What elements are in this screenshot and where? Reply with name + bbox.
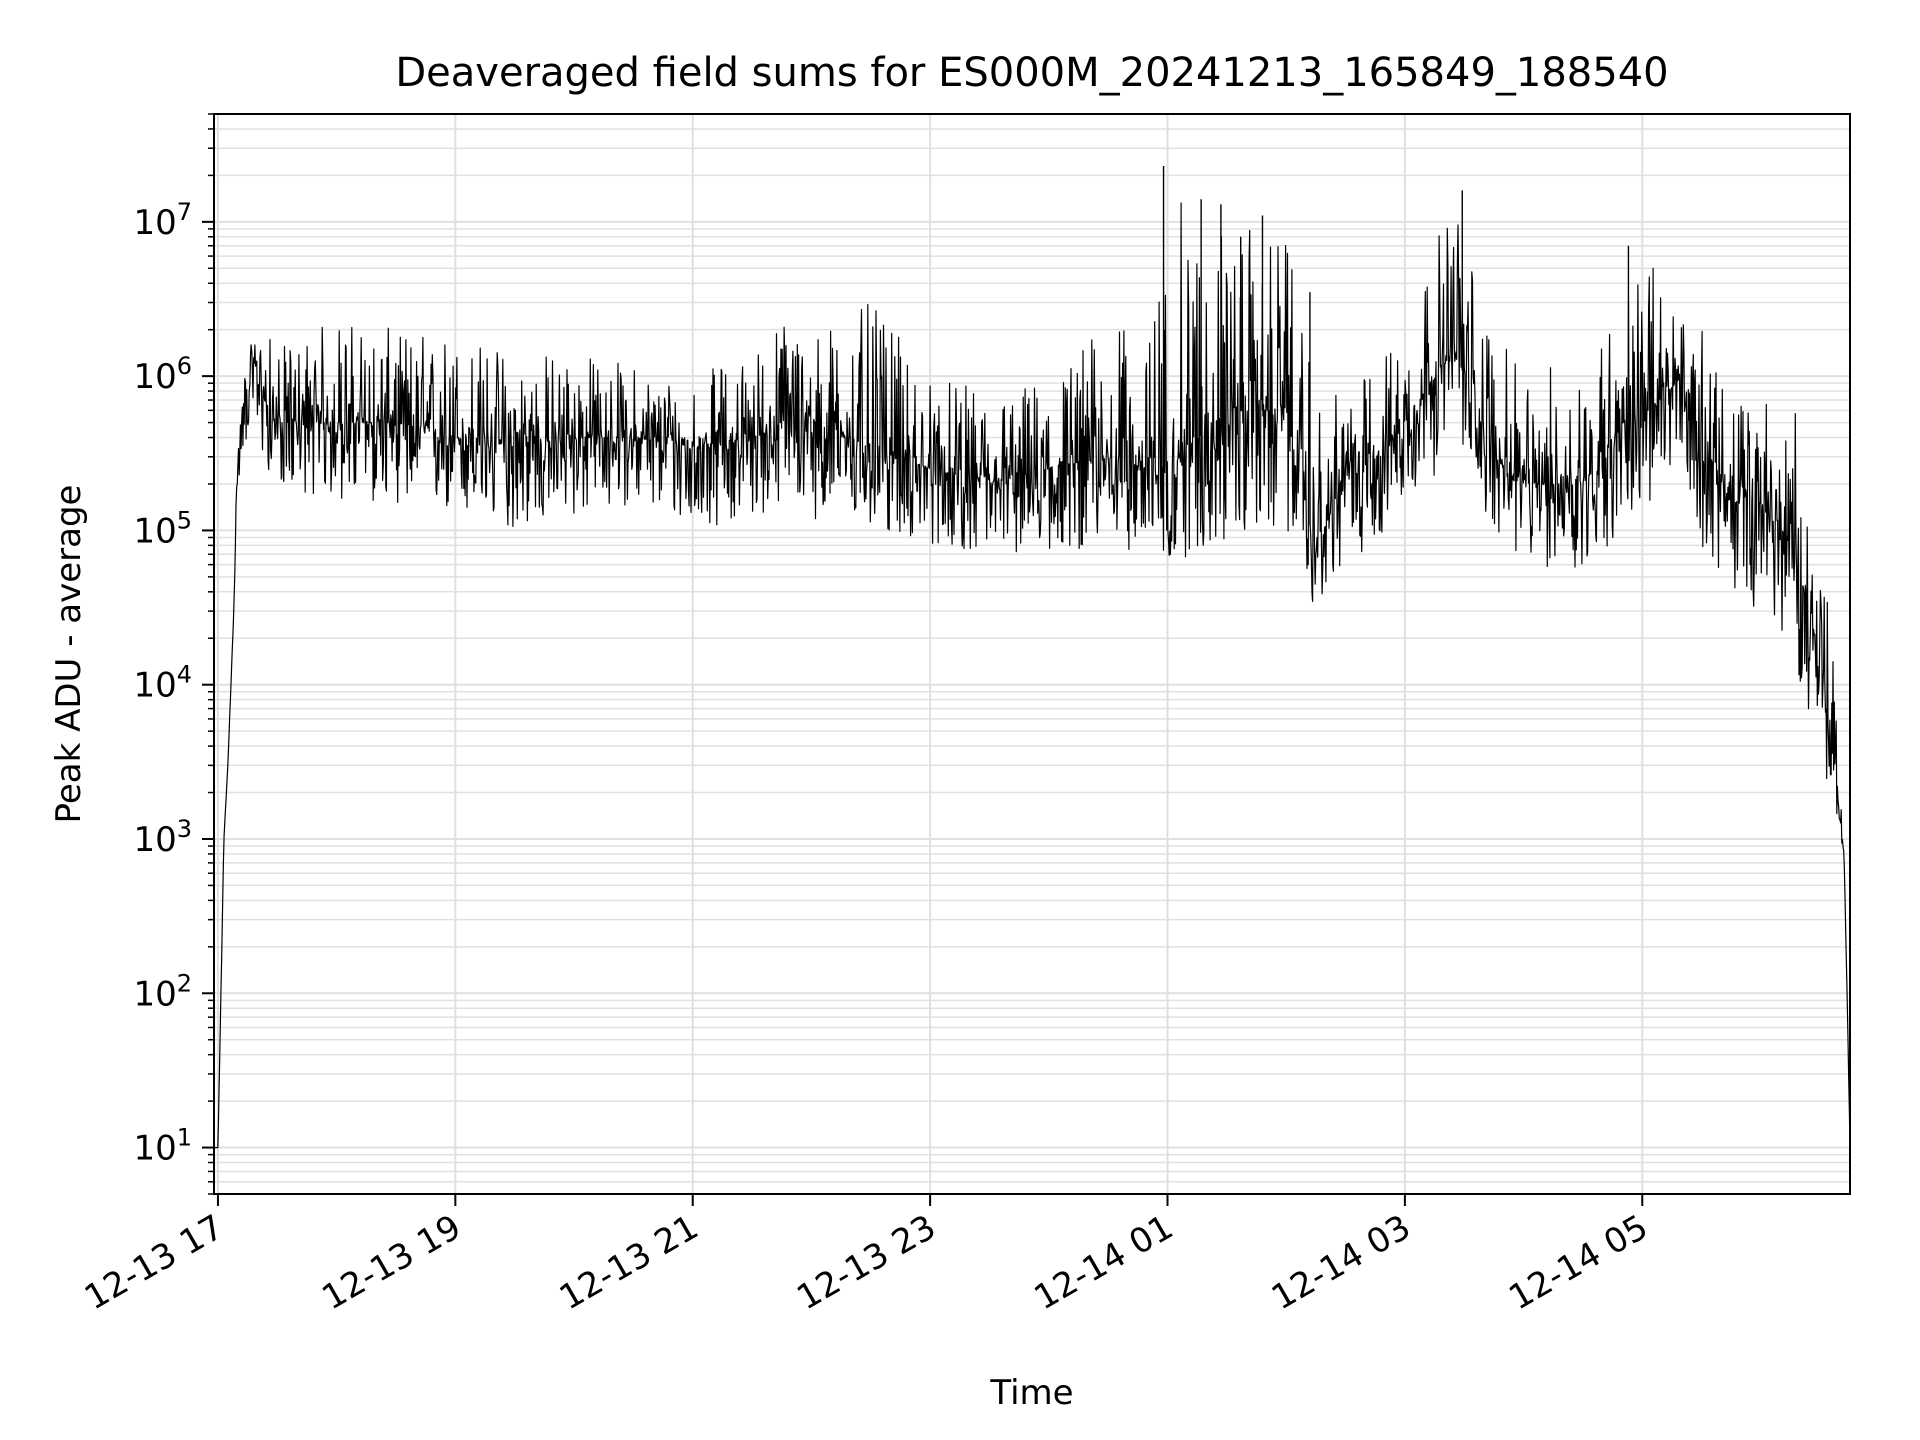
chart-title: Deaveraged field sums for ES000M_2024121… <box>395 50 1668 96</box>
y-tick-label: 107 <box>133 198 192 243</box>
y-tick-label: 106 <box>133 352 192 397</box>
plot-frame <box>213 113 1851 1195</box>
y-tick-label: 105 <box>133 506 192 551</box>
y-axis-label: Peak ADU - average <box>49 485 89 824</box>
x-axis-label: Time <box>989 1373 1073 1413</box>
y-tick-label: 103 <box>133 815 192 860</box>
y-tick-label: 102 <box>133 969 192 1014</box>
series-layer <box>214 166 1851 1149</box>
y-tick-label: 101 <box>133 1124 192 1169</box>
series-line <box>214 202 1851 1149</box>
y-axis-ticks: 101 102 103 104 105 106 107 <box>133 113 214 1195</box>
grid-lines <box>214 113 1850 1195</box>
y-tick-label: 104 <box>133 661 192 706</box>
